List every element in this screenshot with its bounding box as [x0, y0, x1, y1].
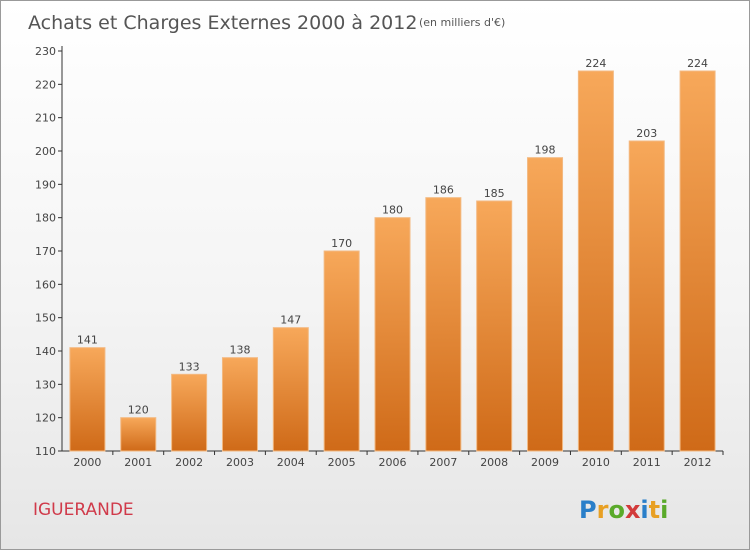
data-label-2003: 138 [229, 344, 250, 357]
x-tick-label-2007: 2007 [429, 456, 457, 469]
y-tick-label: 130 [35, 378, 56, 391]
data-label-2012: 224 [687, 57, 708, 70]
data-label-2010: 224 [585, 57, 606, 70]
bars: 141 120 133 138 147 170 180 186 185 198 224 203 224 [69, 57, 716, 452]
y-tick-label: 220 [35, 78, 56, 91]
logo-letter: i [640, 496, 648, 524]
data-label-2008: 185 [484, 187, 505, 200]
data-label-2002: 133 [179, 360, 200, 373]
bar-2005 [323, 250, 360, 452]
data-label-2006: 180 [382, 204, 403, 217]
logo-letter: t [649, 496, 660, 524]
x-tick-label-2011: 2011 [633, 456, 661, 469]
data-label-2005: 170 [331, 237, 352, 250]
logo-letter: x [625, 496, 641, 524]
y-tick-label: 140 [35, 345, 56, 358]
axes: 110 120 130 140 150 160 170 180 190 200 210 220 230 2… [35, 45, 724, 469]
bar-2000 [69, 347, 106, 452]
bar-2007 [425, 197, 462, 452]
bar-2002 [171, 373, 208, 452]
logo-letter: P [579, 496, 597, 524]
x-tick-label-2005: 2005 [328, 456, 356, 469]
y-tick-label: 110 [35, 445, 56, 458]
y-tick-label: 160 [35, 278, 56, 291]
data-label-2000: 141 [77, 334, 98, 347]
bar-2010 [577, 70, 614, 452]
x-tick-label-2003: 2003 [226, 456, 254, 469]
x-tick-label-2006: 2006 [379, 456, 407, 469]
chart-title: Achats et Charges Externes 2000 à 2012 [28, 12, 417, 34]
x-tick-label-2009: 2009 [531, 456, 559, 469]
bar-2004 [272, 327, 309, 452]
x-tick-label-2001: 2001 [124, 456, 152, 469]
chart-subtitle: (en milliers d'€) [419, 16, 505, 29]
y-tick-label: 180 [35, 212, 56, 225]
x-tick-label-2004: 2004 [277, 456, 305, 469]
y-tick-label: 150 [35, 312, 56, 325]
data-label-2009: 198 [535, 144, 556, 157]
y-tick-label: 210 [35, 112, 56, 125]
x-tick-label-2012: 2012 [684, 456, 712, 469]
bar-2009 [527, 157, 564, 452]
y-tick-label: 200 [35, 145, 56, 158]
bar-2011 [628, 140, 665, 452]
y-tick-label: 190 [35, 178, 56, 191]
data-label-2004: 147 [280, 314, 301, 327]
logo-letter: o [608, 496, 625, 524]
bar-2012 [679, 70, 716, 452]
logo-letter: i [660, 496, 668, 524]
data-label-2011: 203 [636, 127, 657, 140]
x-tick-label-2008: 2008 [480, 456, 508, 469]
x-tick-label-2000: 2000 [73, 456, 101, 469]
y-tick-label: 170 [35, 245, 56, 258]
y-tick-label: 120 [35, 412, 56, 425]
commune-name: IGUERANDE [33, 500, 134, 520]
x-tick-label-2010: 2010 [582, 456, 610, 469]
data-label-2001: 120 [128, 404, 149, 417]
bar-2001 [120, 417, 157, 452]
logo-letter: r [597, 496, 609, 524]
proxiti-logo: Proxiti [579, 496, 668, 524]
bar-2006 [374, 217, 411, 452]
y-tick-label: 230 [35, 45, 56, 58]
x-tick-label-2002: 2002 [175, 456, 203, 469]
bar-2008 [476, 200, 513, 452]
data-label-2007: 186 [433, 184, 454, 197]
bar-2003 [221, 357, 258, 452]
